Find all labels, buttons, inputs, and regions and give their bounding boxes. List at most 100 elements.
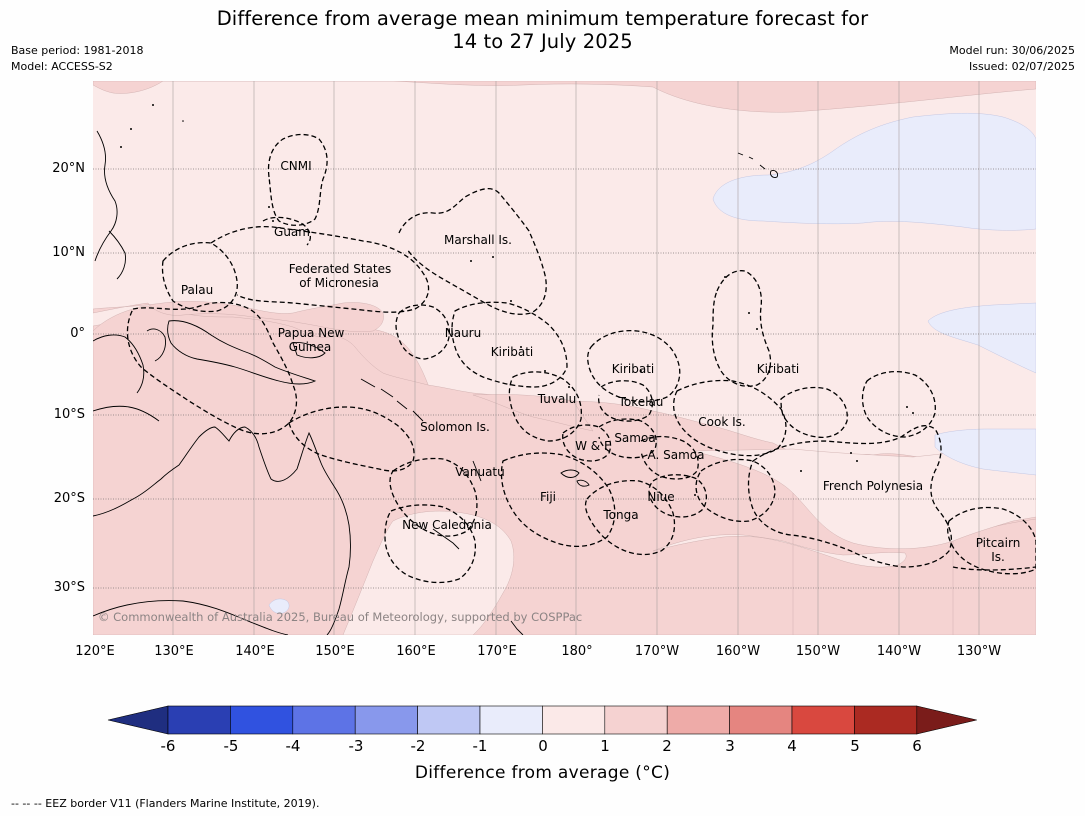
- island-dot: [694, 494, 696, 496]
- model-name: Model: ACCESS-S2: [11, 60, 113, 73]
- island-dot: [800, 470, 802, 472]
- label-png-2: Guinea: [289, 340, 332, 354]
- eez-cnmi: [267, 133, 328, 226]
- eez-niue: [648, 474, 708, 518]
- cb-tick-neg6: -6: [160, 737, 176, 755]
- cb-tick-0: 0: [538, 737, 548, 755]
- eez-fiji: [500, 452, 616, 548]
- lon-label-150w: 150°W: [795, 644, 841, 659]
- lon-label-140w: 140°W: [876, 644, 922, 659]
- label-tokelau: Tokelau: [618, 395, 664, 409]
- eez-tuvalu: [508, 371, 583, 442]
- label-french-polynesia: French Polynesia: [823, 479, 923, 493]
- anomaly-zone-neg1-0-north: [712, 113, 1036, 231]
- label-nauru: Nauru: [445, 326, 481, 340]
- eez-kiribati-east: [711, 270, 772, 387]
- eez-kiribati-central: [587, 329, 681, 403]
- colorbar-cell: [666, 705, 730, 735]
- label-american-samoa: A. Samoa: [648, 448, 705, 462]
- eez-guam: [262, 216, 312, 246]
- cb-tick-5: 5: [850, 737, 860, 755]
- eez-pitcairn-east: [952, 566, 1036, 571]
- island-dot: [520, 346, 522, 348]
- anomaly-zone-neg1-0-small: [268, 598, 290, 614]
- lat-label-0: 0°: [70, 326, 85, 341]
- eez-tokelau: [597, 380, 654, 422]
- colorbar-cell: [230, 705, 294, 735]
- lon-label-160e: 160°E: [396, 644, 436, 659]
- label-pitcairn-2: Is.: [991, 550, 1005, 564]
- indonesia-coastline: [93, 328, 166, 422]
- eez-fsm: [210, 225, 430, 313]
- new-zealand-coastline: [510, 620, 524, 635]
- label-kiribati-east: Kiribati: [757, 362, 799, 376]
- eez-legend-note: -- -- -- EEZ border V11 (Flanders Marine…: [11, 797, 320, 810]
- label-png-1: Papua New: [278, 326, 345, 340]
- label-tuvalu: Tuvalu: [537, 392, 577, 406]
- anomaly-zone-0-1-south-central: [652, 534, 907, 568]
- anomaly-zone-1-2-northwest: [93, 81, 164, 94]
- eez-nauru: [395, 304, 451, 360]
- label-niue: Niue: [647, 490, 674, 504]
- island-dot: [470, 260, 472, 262]
- australia-south-coast: [93, 600, 289, 635]
- island-dot: [120, 146, 122, 148]
- model-run: Model run: 30/06/2025: [949, 44, 1075, 57]
- coastlines: [93, 130, 778, 635]
- map-panel[interactable]: CNMI Guam Marshall Is. Federated States …: [93, 81, 1036, 635]
- label-wallis-futuna: W & F: [575, 439, 611, 453]
- meta-left: Base period: 1981-2018 Model: ACCESS-S2: [11, 43, 143, 75]
- lon-label-130w: 130°W: [956, 644, 1002, 659]
- colorbar-extend-low: [107, 705, 169, 735]
- island-dot: [906, 406, 908, 408]
- title-line-2: 14 to 27 July 2025: [452, 30, 633, 53]
- lon-label-170w: 170°W: [634, 644, 680, 659]
- cb-tick-neg4: -4: [285, 737, 301, 755]
- eez-solomon: [288, 406, 415, 472]
- colorbar-label: Difference from average (°C): [414, 763, 671, 783]
- title-line-1: Difference from average mean minimum tem…: [216, 7, 869, 30]
- australia-coastline: [93, 426, 351, 635]
- eez-png: [126, 301, 298, 435]
- philippines-coastline: [94, 130, 126, 280]
- anomaly-zone-0-1-tasman: [342, 510, 514, 635]
- label-new-caledonia: New Caledonia: [402, 518, 492, 532]
- anomaly-zone-0-1-central-south: [692, 444, 1036, 549]
- anomaly-zone-neg1-0-east: [927, 302, 1036, 374]
- island-dot: [510, 300, 512, 302]
- label-cook: Cook Is.: [698, 415, 745, 429]
- new-caledonia-coastline: [432, 528, 460, 550]
- eez-palau: [161, 241, 238, 313]
- label-kiribati-central: Kiribati: [612, 362, 654, 376]
- eez-marshall: [398, 187, 547, 315]
- label-pitcairn-1: Pitcairn: [976, 536, 1021, 550]
- island-dot: [568, 386, 570, 388]
- island-dot: [748, 312, 750, 314]
- eez-samoa: [598, 418, 657, 459]
- colorbar-cell: [292, 705, 356, 735]
- lat-label-10s: 10°S: [53, 407, 85, 422]
- colorbar-cell: [604, 705, 668, 735]
- island-dots: [120, 104, 914, 496]
- label-samoa: Samoa: [614, 431, 655, 445]
- colorbar-cell: [417, 705, 481, 735]
- lon-label-170e: 170°E: [477, 644, 517, 659]
- map-svg[interactable]: CNMI Guam Marshall Is. Federated States …: [93, 81, 1036, 635]
- label-kiribati-west: Kiribati: [491, 345, 533, 359]
- label-marshall: Marshall Is.: [444, 233, 512, 247]
- lon-label-120e: 120°E: [75, 644, 115, 659]
- graticule: [172, 81, 980, 635]
- island-dot: [492, 256, 494, 258]
- cb-tick-neg2: -2: [410, 737, 426, 755]
- eez-marquesas: [861, 370, 936, 438]
- island-dot: [850, 452, 852, 454]
- colorbar-cell: [854, 705, 918, 735]
- eez-new-caledonia: [384, 504, 477, 584]
- label-solomon: Solomon Is.: [420, 420, 490, 434]
- label-vanuatu: Vanuatu: [455, 465, 505, 479]
- base-period: Base period: 1981-2018: [11, 44, 144, 57]
- colorbar-cell: [791, 705, 855, 735]
- island-dot: [724, 276, 726, 278]
- cb-tick-neg5: -5: [223, 737, 239, 755]
- png-coastline: [167, 320, 317, 385]
